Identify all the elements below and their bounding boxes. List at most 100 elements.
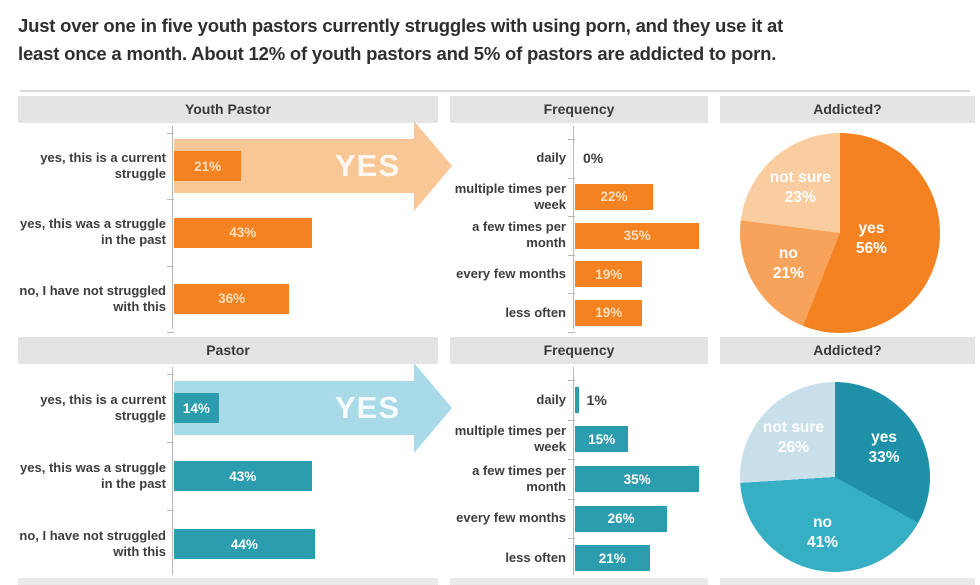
data-bar: 35% [575, 466, 700, 492]
value-axis [172, 126, 173, 329]
pie-slice-label: yes 56% [855, 219, 887, 257]
axis-tick [167, 374, 174, 375]
bar-value-label: 44% [230, 536, 258, 552]
category-label: multiple times per week [454, 423, 566, 455]
panel-pastor-frequency: Frequency daily 1% multiple times per week… [450, 337, 708, 579]
headline: Just over one in five youth pastors curr… [18, 15, 784, 64]
pie-slice-label: no 41% [807, 513, 839, 551]
category-label: less often [505, 550, 566, 566]
category-label: less often [505, 304, 566, 320]
category-label: daily [536, 391, 566, 407]
axis-tick [568, 139, 575, 140]
yes-arrow-head [414, 363, 452, 453]
panel-youth-addicted: Addicted? yes 56% no 21% not sure 23% [720, 96, 975, 333]
bar-value-label: 14% [182, 400, 210, 416]
yes-arrow-label: YES [334, 390, 400, 425]
category-label: yes, this is a current struggle [40, 149, 166, 182]
bar-value-label: 35% [623, 228, 651, 243]
axis-tick [167, 442, 174, 443]
bar-value-label: 19% [595, 266, 623, 282]
panel-header: Pastor [18, 337, 438, 364]
axis-tick [568, 255, 575, 256]
bar-value-label: 0% [583, 150, 604, 167]
pie-chart-pastor-addicted: yes 33% no 41% not sure 26% [740, 382, 930, 572]
data-bar: 36% [174, 283, 290, 314]
bar-chart-youth-pastor: YES yes, this is a current struggle 21% yes… [18, 121, 452, 333]
category-label: no, I have not struggled with this [19, 527, 166, 559]
axis-tick [167, 133, 174, 134]
axis-tick [167, 332, 174, 333]
axis-tick [568, 293, 575, 294]
bar-value-label: 1% [586, 391, 607, 408]
bar-value-label: 19% [595, 305, 623, 321]
pie-slice-label: no 21% [772, 244, 804, 282]
bar-value-label: 21% [598, 550, 626, 566]
data-bar: 22% [575, 183, 654, 210]
category-label: yes, this was a struggle in the past [20, 459, 166, 491]
data-bar: 26% [575, 505, 668, 532]
panel-header: Youth Pastor [18, 96, 438, 123]
bar-value-label: 35% [623, 471, 651, 487]
data-bar: 15% [575, 426, 629, 453]
pie-slice-label: yes 33% [868, 428, 900, 466]
panel-pastor: Pastor YES yes, this is a current struggl… [18, 337, 452, 579]
bar-chart-pastor: YES yes, this is a current struggle 14% yes… [18, 363, 452, 579]
panel-header: Addicted? [720, 96, 975, 123]
data-bar: 19% [575, 299, 643, 326]
data-bar: 19% [575, 261, 643, 288]
data-bar: 43% [174, 217, 312, 248]
bar-chart-youth-frequency: daily 0% multiple times per week 22% a few t… [450, 123, 708, 333]
bar-value-label: 22% [600, 189, 628, 205]
pie-slice-label: not sure 23% [769, 168, 831, 206]
panel-header: Frequency [450, 96, 708, 123]
axis-tick [568, 216, 575, 217]
data-bar: 21% [575, 545, 650, 572]
bar-value-label: 21% [194, 158, 222, 174]
data-bar: 21% [174, 151, 242, 182]
bar-value-label: 15% [588, 431, 616, 447]
data-bar: 35% [575, 222, 700, 249]
panel-header: Frequency [450, 337, 708, 364]
category-label: every few months [456, 510, 566, 526]
bottom-strip [18, 578, 438, 585]
axis-tick [568, 420, 575, 421]
bar-chart-pastor-frequency: daily 1% multiple times per week 15% a few t… [450, 364, 708, 579]
data-bar: 44% [174, 529, 315, 559]
category-label: yes, this is a current struggle [40, 391, 166, 423]
category-label: yes, this was a struggle in the past [20, 216, 166, 248]
yes-arrow-head [414, 121, 452, 212]
value-axis [573, 126, 574, 329]
category-label: a few times per month [472, 219, 566, 251]
category-label: daily [536, 150, 566, 166]
pie-chart-youth-addicted: yes 56% no 21% not sure 23% [740, 133, 940, 333]
value-axis [172, 367, 173, 575]
panel-header: Addicted? [720, 337, 975, 364]
category-label: every few months [456, 265, 566, 281]
axis-tick [167, 199, 174, 200]
data-bar [575, 386, 579, 413]
axis-tick [568, 538, 575, 539]
category-label: no, I have not struggled with this [19, 282, 166, 314]
category-label: multiple times per week [454, 180, 566, 212]
axis-tick [167, 266, 174, 267]
bar-value-label: 43% [229, 468, 257, 484]
axis-tick [568, 332, 575, 333]
bar-value-label: 36% [218, 291, 246, 307]
panel-youth-pastor: Youth Pastor YES yes, this is a current s… [18, 96, 452, 333]
divider-line [20, 90, 970, 92]
bottom-strip [450, 578, 708, 585]
yes-arrow-label: YES [334, 148, 400, 184]
axis-tick [568, 459, 575, 460]
axis-tick [568, 178, 575, 179]
panel-youth-frequency: Frequency daily 0% multiple times per week… [450, 96, 708, 333]
axis-tick [568, 499, 575, 500]
pie-slice-label: not sure 26% [762, 418, 825, 456]
data-bar: 14% [174, 393, 219, 423]
bar-value-label: 26% [607, 511, 635, 527]
axis-tick [568, 380, 575, 381]
bar-value-label: 43% [229, 225, 257, 240]
axis-tick [167, 510, 174, 511]
value-axis [573, 367, 574, 575]
data-bar: 43% [174, 461, 312, 491]
